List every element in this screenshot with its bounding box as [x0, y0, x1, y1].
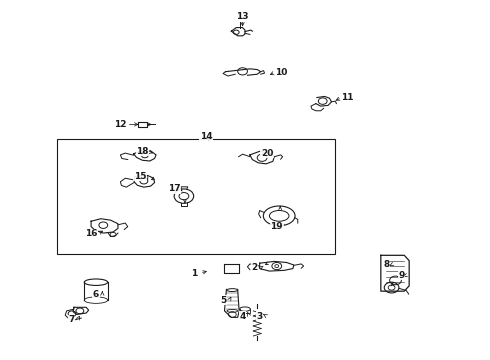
Text: 5: 5 [220, 296, 226, 305]
Text: 18: 18 [136, 147, 148, 156]
Text: 11: 11 [342, 93, 354, 102]
Text: 6: 6 [93, 290, 99, 299]
Text: 2: 2 [252, 264, 258, 273]
Text: 3: 3 [257, 312, 263, 321]
Text: 10: 10 [275, 68, 288, 77]
Text: 19: 19 [270, 222, 283, 231]
Text: 4: 4 [240, 312, 246, 321]
Text: 1: 1 [191, 269, 197, 278]
Text: 8: 8 [384, 260, 390, 269]
Text: 7: 7 [69, 315, 75, 324]
Text: 15: 15 [134, 172, 146, 181]
Text: 20: 20 [261, 149, 273, 158]
Text: 12: 12 [114, 120, 126, 129]
Text: 14: 14 [199, 132, 212, 141]
Text: 17: 17 [168, 184, 180, 193]
Text: 9: 9 [398, 270, 405, 279]
Bar [57, 139, 335, 253]
Text: 16: 16 [85, 229, 98, 238]
Text: 13: 13 [236, 12, 249, 21]
